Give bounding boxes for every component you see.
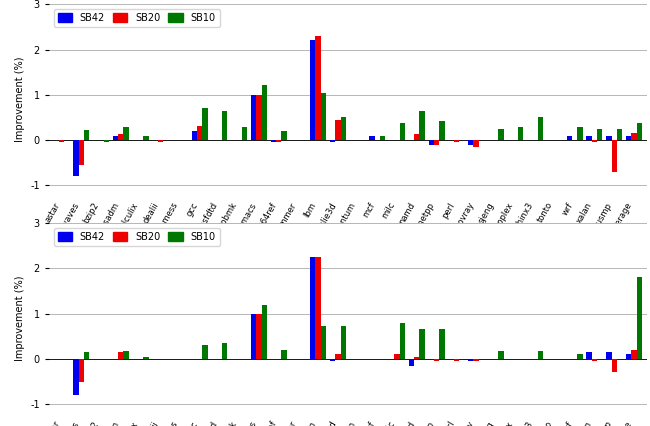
Bar bbox=[79, 140, 84, 165]
Bar bbox=[631, 350, 636, 359]
Bar bbox=[256, 95, 261, 140]
Bar bbox=[315, 257, 321, 359]
Bar bbox=[315, 36, 321, 140]
Bar bbox=[612, 359, 617, 372]
Bar bbox=[330, 140, 335, 142]
Bar bbox=[281, 131, 287, 140]
Bar bbox=[468, 140, 473, 145]
Bar bbox=[434, 140, 439, 145]
Y-axis label: Improvement (%): Improvement (%) bbox=[14, 275, 25, 361]
Bar bbox=[369, 135, 374, 140]
Bar bbox=[341, 118, 346, 140]
Bar bbox=[419, 329, 425, 359]
Bar bbox=[321, 326, 326, 359]
Bar bbox=[439, 121, 445, 140]
Bar bbox=[124, 127, 129, 140]
Bar bbox=[202, 345, 208, 359]
Bar bbox=[567, 135, 572, 140]
Bar bbox=[597, 129, 603, 140]
Bar bbox=[335, 354, 341, 359]
Bar bbox=[400, 322, 405, 359]
Bar bbox=[409, 359, 414, 366]
Text: (a) LATE recycle policy: (a) LATE recycle policy bbox=[277, 267, 419, 280]
Bar bbox=[281, 350, 287, 359]
Bar bbox=[118, 134, 124, 140]
Bar bbox=[256, 314, 261, 359]
Bar bbox=[261, 85, 267, 140]
Bar bbox=[251, 95, 256, 140]
Bar bbox=[192, 131, 197, 140]
Bar bbox=[310, 257, 315, 359]
Bar bbox=[499, 351, 504, 359]
Bar bbox=[414, 134, 419, 140]
Bar bbox=[84, 130, 89, 140]
Bar bbox=[222, 111, 227, 140]
Bar bbox=[341, 326, 346, 359]
Bar bbox=[59, 140, 64, 142]
Bar bbox=[197, 126, 202, 140]
Bar bbox=[636, 277, 642, 359]
Bar bbox=[143, 135, 148, 140]
Bar bbox=[538, 351, 543, 359]
Bar bbox=[202, 107, 208, 140]
Bar bbox=[468, 359, 473, 361]
Bar bbox=[380, 135, 385, 140]
Bar bbox=[276, 140, 281, 142]
Bar bbox=[242, 127, 247, 140]
Bar bbox=[79, 359, 84, 382]
Bar bbox=[518, 127, 523, 140]
Bar bbox=[577, 127, 582, 140]
Bar bbox=[434, 359, 439, 361]
Bar bbox=[419, 111, 425, 140]
Bar bbox=[73, 359, 79, 395]
Bar bbox=[321, 92, 326, 140]
Bar bbox=[395, 354, 400, 359]
Bar bbox=[592, 140, 597, 142]
Bar bbox=[84, 352, 89, 359]
Bar bbox=[104, 140, 109, 142]
Bar bbox=[113, 135, 118, 140]
Bar bbox=[592, 359, 597, 361]
Bar bbox=[606, 352, 612, 359]
Bar bbox=[473, 140, 478, 147]
Bar bbox=[222, 343, 227, 359]
Bar bbox=[612, 140, 617, 172]
Y-axis label: Improvement (%): Improvement (%) bbox=[14, 57, 25, 142]
Bar bbox=[414, 357, 419, 359]
Bar bbox=[626, 354, 631, 359]
Bar bbox=[631, 133, 636, 140]
Legend: SB42, SB20, SB10: SB42, SB20, SB10 bbox=[53, 228, 220, 246]
Bar bbox=[439, 329, 445, 359]
Bar bbox=[617, 129, 622, 140]
Bar bbox=[428, 140, 434, 145]
Bar bbox=[330, 359, 335, 361]
Bar bbox=[157, 140, 163, 142]
Bar bbox=[400, 123, 405, 140]
Bar bbox=[310, 40, 315, 140]
Bar bbox=[73, 140, 79, 176]
Bar bbox=[335, 120, 341, 140]
Bar bbox=[538, 118, 543, 140]
Bar bbox=[270, 140, 276, 142]
Bar bbox=[143, 357, 148, 359]
Legend: SB42, SB20, SB10: SB42, SB20, SB10 bbox=[53, 9, 220, 27]
Bar bbox=[636, 123, 642, 140]
Bar bbox=[118, 352, 124, 359]
Bar bbox=[261, 305, 267, 359]
Bar bbox=[626, 135, 631, 140]
Bar bbox=[577, 354, 582, 359]
Bar bbox=[586, 352, 592, 359]
Bar bbox=[454, 140, 459, 142]
Bar bbox=[606, 135, 612, 140]
Bar bbox=[251, 314, 256, 359]
Bar bbox=[124, 351, 129, 359]
Bar bbox=[586, 135, 592, 140]
Bar bbox=[473, 359, 478, 361]
Bar bbox=[499, 129, 504, 140]
Bar bbox=[454, 359, 459, 361]
